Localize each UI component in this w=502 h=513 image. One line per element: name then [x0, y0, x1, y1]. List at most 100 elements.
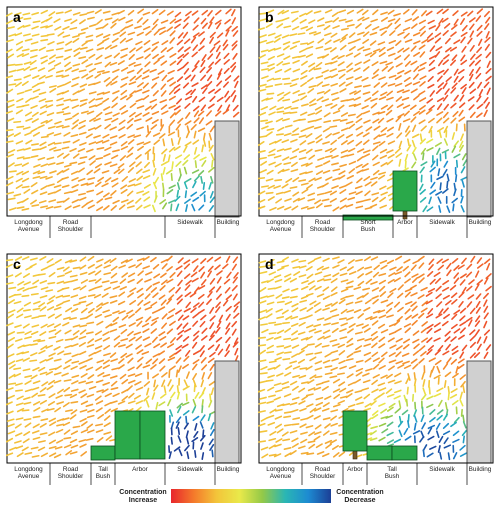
vector-dash	[467, 294, 475, 300]
vector-dash	[377, 309, 386, 314]
segment-label: Shoulder	[310, 226, 336, 233]
vector-dash	[291, 133, 300, 136]
vector-dash	[215, 326, 221, 334]
vector-dash	[355, 359, 364, 364]
vector-dash	[436, 430, 440, 439]
vector-dash	[64, 48, 73, 52]
vector-dash	[53, 62, 62, 67]
vector-dash	[292, 68, 301, 73]
vector-dash	[362, 66, 370, 72]
vector-dash	[8, 373, 16, 379]
vector-dash	[94, 181, 102, 187]
vector-dash	[14, 12, 22, 16]
vector-dash	[353, 38, 361, 43]
vector-dash	[56, 41, 65, 45]
vector-dash	[95, 97, 104, 101]
vector-dash	[363, 407, 372, 412]
vector-dash	[338, 18, 347, 22]
vector-dash	[128, 392, 135, 399]
vector-dash	[53, 142, 62, 145]
vector-dash	[7, 26, 15, 30]
vector-dash	[215, 301, 222, 308]
vector-dash	[475, 300, 481, 308]
vector-dash	[199, 190, 206, 197]
vector-dash	[16, 148, 25, 152]
vector-dash	[355, 140, 363, 147]
vector-dash	[39, 422, 47, 428]
vector-dash	[198, 266, 205, 273]
vector-dash	[29, 359, 38, 362]
vector-dash	[97, 413, 105, 420]
vector-dash	[127, 117, 134, 124]
vector-dash	[329, 439, 337, 444]
vector-dash	[291, 437, 299, 443]
vector-dash	[436, 127, 445, 133]
vector-dash	[266, 344, 274, 350]
vector-dash	[161, 148, 168, 155]
vector-dash	[315, 134, 323, 140]
vector-dash	[7, 313, 14, 319]
vector-dash	[283, 147, 292, 151]
vector-dash	[260, 49, 269, 53]
vector-dash	[31, 324, 40, 328]
vector-dash	[102, 10, 111, 14]
vector-dash	[267, 196, 275, 201]
vector-dash	[418, 312, 425, 319]
vector-dash	[443, 138, 448, 146]
vector-dash	[394, 82, 403, 87]
vector-dash	[203, 139, 207, 147]
vector-dash	[289, 360, 298, 364]
vector-dash	[125, 353, 133, 358]
vector-dash	[346, 337, 354, 344]
vector-dash	[63, 364, 71, 370]
vector-dash	[151, 41, 160, 46]
vector-dash	[112, 285, 121, 290]
vector-dash	[128, 178, 136, 183]
vector-dash	[95, 111, 103, 118]
vector-dash	[53, 132, 62, 137]
vector-dash	[315, 443, 323, 449]
vector-dash	[441, 320, 449, 327]
building-block	[214, 120, 240, 218]
vector-dash	[65, 450, 73, 456]
vector-dash	[13, 367, 22, 370]
vector-dash	[259, 287, 267, 293]
vector-dash	[265, 313, 273, 319]
vector-dash	[127, 400, 136, 405]
vector-dash	[63, 55, 71, 61]
vector-dash	[361, 324, 369, 329]
vector-dash	[363, 327, 371, 333]
vector-dash	[410, 116, 417, 123]
vector-dash	[306, 414, 314, 420]
vector-dash	[111, 75, 119, 82]
vector-dash	[425, 299, 433, 305]
vector-dash	[209, 444, 215, 452]
vector-dash	[371, 379, 378, 386]
vector-dash	[332, 168, 341, 172]
vector-dash	[353, 350, 362, 354]
vector-dash	[460, 54, 466, 62]
vector-dash	[46, 385, 54, 391]
vector-dash	[216, 22, 222, 30]
vector-dash	[362, 110, 371, 115]
vector-dash	[40, 286, 49, 291]
vector-dash	[79, 13, 88, 17]
vector-dash	[298, 387, 306, 393]
vector-dash	[259, 12, 268, 15]
segment-label: Road	[63, 219, 79, 226]
vector-dash	[222, 299, 229, 307]
vector-dash	[426, 323, 434, 329]
vector-dash	[259, 156, 267, 160]
vector-dash	[200, 279, 207, 286]
vector-dash	[37, 170, 46, 175]
vector-dash	[395, 96, 403, 102]
vector-dash	[282, 357, 291, 361]
vector-dash	[469, 30, 475, 38]
segment-label: Road	[63, 466, 79, 473]
vector-dash	[103, 272, 112, 276]
vector-dash	[291, 55, 300, 59]
vector-dash	[333, 38, 341, 43]
vector-dash	[378, 402, 386, 407]
vector-dash	[469, 341, 476, 349]
vector-dash	[407, 420, 410, 429]
